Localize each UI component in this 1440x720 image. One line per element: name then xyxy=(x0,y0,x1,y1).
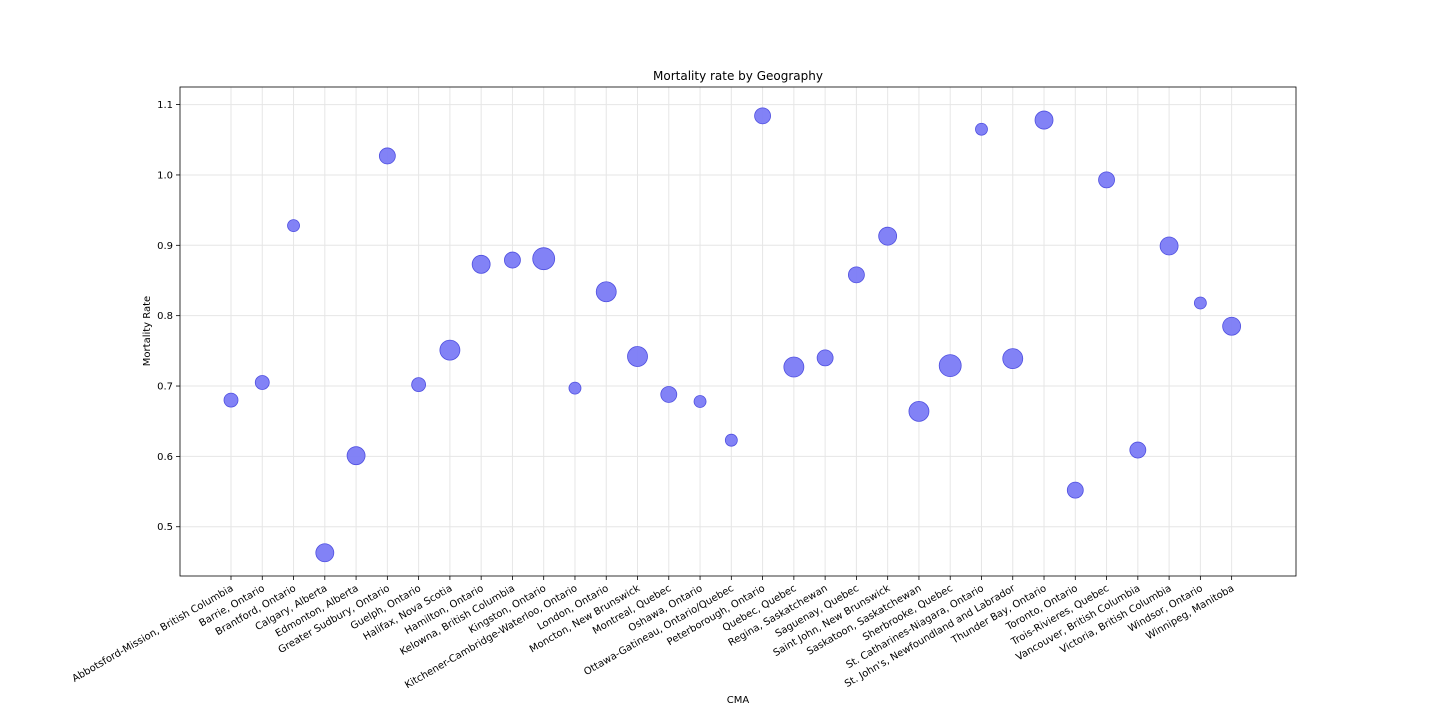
data-point xyxy=(1066,481,1084,499)
y-tick-label: 0.7 xyxy=(157,382,173,393)
y-axis-label: Mortality Rate xyxy=(142,296,153,366)
data-points xyxy=(223,107,1242,563)
data-point xyxy=(254,375,270,390)
y-tick-label: 1.0 xyxy=(157,170,173,181)
y-tick-label: 0.5 xyxy=(157,522,173,533)
data-point xyxy=(315,543,335,563)
data-point xyxy=(439,339,461,361)
data-point xyxy=(975,122,988,136)
data-point xyxy=(1222,316,1242,336)
grid xyxy=(180,87,1296,576)
y-tick-label: 0.6 xyxy=(157,452,173,463)
data-point xyxy=(504,251,521,269)
data-point xyxy=(1002,348,1024,369)
data-point xyxy=(1193,296,1207,310)
data-point xyxy=(1159,236,1179,256)
data-point xyxy=(532,247,556,271)
data-point xyxy=(378,147,396,165)
x-axis: Abbotsford-Mission, British ColumbiaBarr… xyxy=(71,576,1236,691)
data-point xyxy=(754,107,771,125)
chart-title: Mortality rate by Geography xyxy=(653,69,823,83)
data-point xyxy=(595,281,617,303)
y-tick-label: 0.9 xyxy=(157,241,173,252)
data-point xyxy=(908,400,930,422)
data-point xyxy=(568,381,582,395)
data-point xyxy=(287,219,300,233)
data-point xyxy=(1098,171,1115,189)
x-axis-label: CMA xyxy=(727,695,750,706)
data-point xyxy=(816,349,834,367)
data-point xyxy=(627,346,648,367)
data-point xyxy=(471,254,491,274)
data-point xyxy=(223,392,239,408)
data-point xyxy=(938,354,962,378)
data-point xyxy=(878,226,898,246)
plot-area xyxy=(179,86,1297,577)
data-point xyxy=(693,395,707,408)
data-point xyxy=(724,433,738,447)
y-tick-label: 0.8 xyxy=(157,311,173,322)
data-point xyxy=(848,266,865,284)
data-point xyxy=(1034,110,1054,130)
x-tick-label: Abbotsford-Mission, British Columbia xyxy=(71,583,236,685)
y-axis: 0.5 0.6 0.7 0.8 0.9 1.0 1.1 xyxy=(157,100,180,533)
data-point xyxy=(660,386,678,403)
y-tick-label: 1.1 xyxy=(157,100,173,111)
data-point xyxy=(783,356,805,378)
data-point xyxy=(411,377,427,393)
data-point xyxy=(346,446,366,466)
data-point xyxy=(1129,441,1147,459)
